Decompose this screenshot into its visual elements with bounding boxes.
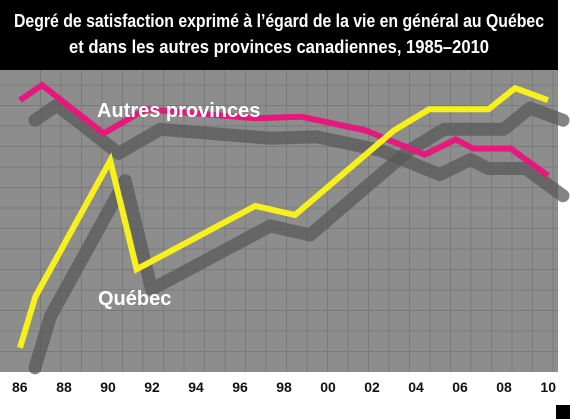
x-axis-ticks: 86 88 90 92 94 96 98 00 02 04 06 08 10 <box>12 379 556 395</box>
chart-title-line-1: Degré de satisfaction exprimé à l’égard … <box>14 11 544 31</box>
x-tick-label: 88 <box>56 379 72 395</box>
x-tick-label: 98 <box>276 379 292 395</box>
title-background <box>0 0 558 70</box>
x-tick-label: 00 <box>320 379 336 395</box>
x-tick-label: 08 <box>496 379 512 395</box>
series-label-quebec: Québec <box>98 288 171 310</box>
series-lines <box>17 81 550 349</box>
series-shadows <box>28 98 570 375</box>
x-tick-label: 02 <box>364 379 380 395</box>
series-line-quebec <box>17 84 550 349</box>
series-labels: Autres provinces Québec <box>97 100 260 310</box>
x-tick-label: 86 <box>12 379 28 395</box>
x-tick-label: 94 <box>188 379 204 395</box>
x-tick-label: 06 <box>452 379 468 395</box>
chart-title: Degré de satisfaction exprimé à l’égard … <box>14 11 544 57</box>
series-line-autres-provinces <box>18 81 550 179</box>
series-shadow-1 <box>28 101 570 375</box>
series-label-autres-provinces: Autres provinces <box>97 100 260 122</box>
chart-title-line-2: et dans les autres provinces canadiennes… <box>69 37 489 57</box>
x-tick-label: 90 <box>100 379 116 395</box>
series-shadow-0 <box>28 98 570 203</box>
x-tick-label: 92 <box>144 379 160 395</box>
x-tick-label: 04 <box>408 379 424 395</box>
x-tick-label: 96 <box>232 379 248 395</box>
corner-marker <box>556 405 570 419</box>
x-tick-label: 10 <box>540 379 556 395</box>
